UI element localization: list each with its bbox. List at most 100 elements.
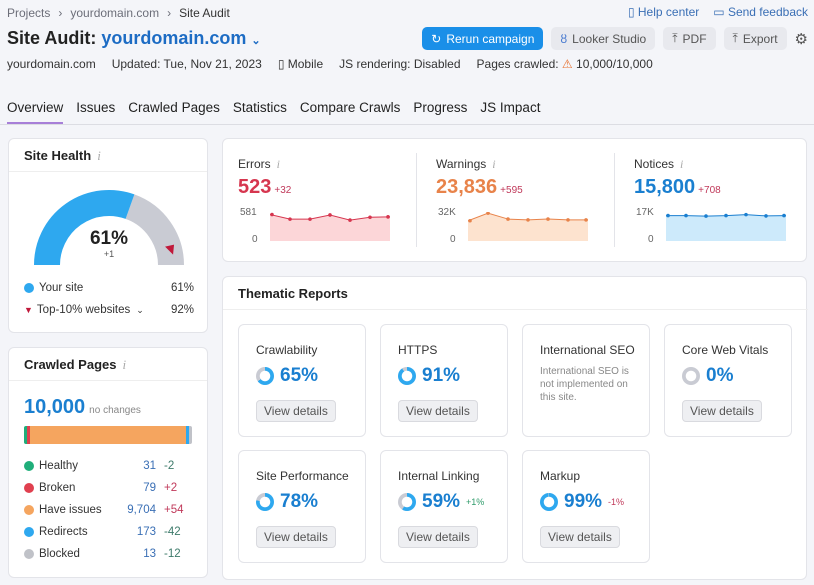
domain-label: yourdomain.com [101,28,247,48]
looker-icon: ȣ [560,31,568,46]
tab-progress[interactable]: Progress [413,100,468,115]
report-value[interactable]: 59% [422,491,461,512]
legend-blocked[interactable]: Blocked 13 -12 [24,543,194,565]
breadcrumb: Projects › yourdomain.com › Site Audit [7,6,230,20]
looker-studio-button[interactable]: ȣ Looker Studio [551,27,656,50]
axis-zero-label: 0 [252,234,258,245]
send-feedback-link[interactable]: ▭ Send feedback [713,5,808,19]
report-value[interactable]: 99% [564,491,603,512]
legend-delta: -42 [164,526,181,538]
view-details-button[interactable]: View details [540,526,620,548]
progress-ring-icon [398,367,416,385]
view-details-button[interactable]: View details [682,400,762,422]
breadcrumb-projects[interactable]: Projects [7,6,51,20]
report-internal-linking: Internal Linking 59% +1% View details [380,450,508,563]
legend-value[interactable]: 79 [143,482,156,494]
bar-segment-broken[interactable] [27,426,30,444]
report-score: 59% +1% [398,491,484,513]
crawled-total[interactable]: 10,000 [24,396,86,418]
view-details-button[interactable]: View details [398,400,478,422]
tab-issues[interactable]: Issues [76,100,116,115]
breadcrumb-domain[interactable]: yourdomain.com [70,6,160,20]
stat-warnings: Warnings i 23,836 +595 [436,157,611,199]
triangle-down-icon: ▼ [24,305,33,315]
report-delta: -1% [608,497,625,507]
report-value[interactable]: 91% [422,365,461,386]
top10-marker [165,244,175,255]
legend-top10[interactable]: ▼ Top-10% websites ⌄ 92% [24,299,194,321]
site-health-gauge [34,190,184,266]
info-icon[interactable]: i [492,157,496,171]
info-icon[interactable]: i [680,157,684,171]
legend-value[interactable]: 13 [143,548,156,560]
gauge-site [34,190,135,266]
sparkline-notices [666,212,786,241]
feedback-label: Send feedback [727,5,808,19]
legend-delta: -12 [164,548,181,560]
legend-have-issues[interactable]: Have issues 9,704 +54 [24,499,194,521]
divider [416,153,417,247]
legend-value[interactable]: 9,704 [127,504,156,516]
pdf-label: PDF [682,31,707,46]
domain-selector[interactable]: yourdomain.com ⌄ [101,28,260,48]
bar-segment-healthy[interactable] [24,426,27,444]
legend-value[interactable]: 173 [136,526,156,538]
info-icon[interactable]: i [122,357,127,372]
site-health-card: Site Health i 61% +1 Your site 61% ▼ Top-10… [8,138,208,333]
legend-value[interactable]: 31 [143,460,156,472]
tab-compare-crawls[interactable]: Compare Crawls [299,100,401,115]
legend-label: Have issues [39,504,102,516]
help-label: Help center [637,5,700,19]
rerun-campaign-button[interactable]: ↻ Rerun campaign [422,27,544,50]
dot-icon [24,483,34,493]
dot-icon [24,283,34,293]
report-note: International SEO is not implemented on … [540,366,629,403]
info-icon[interactable]: i [97,148,101,163]
gear-icon[interactable]: ⚙ [794,30,808,48]
sparkline-area [666,214,786,241]
report-score: 91% [398,365,460,387]
tab-statistics[interactable]: Statistics [232,100,287,115]
progress-ring-icon [256,367,274,385]
crawled-pages-bar [24,426,192,444]
legend-healthy[interactable]: Healthy 31 -2 [24,455,194,477]
comment-icon: ▭ [713,5,728,19]
tab-crawled-pages[interactable]: Crawled Pages [128,100,220,115]
view-details-button[interactable]: View details [398,526,478,548]
report-value[interactable]: 0% [706,365,734,386]
stat-number[interactable]: 523 [238,176,272,198]
view-details-button[interactable]: View details [256,400,336,422]
rerun-label: Rerun campaign [446,31,535,46]
stat-label: Errors i [238,157,413,172]
tab-js-impact[interactable]: JS Impact [480,100,541,115]
report-score: 0% [682,365,733,387]
info-icon[interactable]: i [276,157,281,171]
pdf-button[interactable]: ⤒ PDF [663,27,716,50]
legend-delta: -2 [164,460,175,472]
bar-segment-redirects[interactable] [186,426,189,444]
sparkline-point [684,213,688,218]
export-label: Export [742,31,778,46]
view-details-button[interactable]: View details [256,526,336,548]
legend-broken[interactable]: Broken 79 +2 [24,477,194,499]
export-button[interactable]: ⤒ Export [723,27,787,50]
report-site-performance: Site Performance 78% View details [238,450,366,563]
report-international-seo: International SEO International SEO is no… [522,324,650,437]
help-center-link[interactable]: ▯ Help center [628,5,699,19]
bar-segment-blocked[interactable] [189,426,192,444]
site-health-delta: +1 [103,249,115,259]
axis-max-label: 581 [240,207,257,218]
report-value[interactable]: 78% [280,491,319,512]
axis-zero-label: 0 [648,234,654,245]
stat-number[interactable]: 15,800 [634,176,696,198]
legend-redirects[interactable]: Redirects 173 -42 [24,521,194,543]
sparkline-point [386,215,390,219]
chevron-right-icon: › [58,6,63,20]
tab-overview[interactable]: Overview [7,100,64,125]
book-icon: ▯ [627,5,638,19]
divider [614,153,615,247]
chevron-down-icon[interactable]: ⌄ [136,304,144,315]
bar-segment-have-issues[interactable] [30,426,186,444]
stat-number[interactable]: 23,836 [436,176,498,198]
report-value[interactable]: 65% [280,365,319,386]
